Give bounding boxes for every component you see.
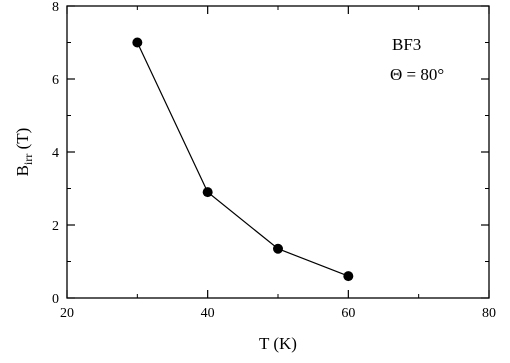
y-axis-title-main: B — [13, 165, 32, 176]
annotation-sample: BF3 — [392, 35, 421, 54]
x-axis-title: T (K) — [259, 334, 297, 353]
axis-ticks — [66, 5, 490, 299]
data-point — [343, 271, 354, 282]
y-tick-label: 6 — [52, 73, 59, 88]
data-point — [202, 187, 213, 198]
y-tick-label: 8 — [52, 0, 59, 15]
y-tick-label: 4 — [52, 146, 59, 161]
x-tick-label: 60 — [341, 306, 355, 321]
y-tick-label: 2 — [52, 219, 59, 234]
y-axis-title-unit: (T) — [13, 128, 32, 154]
y-axis-title: Birr (T) — [13, 128, 35, 177]
data-point — [132, 37, 143, 48]
y-tick-label: 0 — [52, 292, 59, 307]
x-tick-label: 20 — [60, 306, 74, 321]
data-point — [273, 243, 283, 254]
series-line — [136, 42, 349, 277]
tick-labels: 20 40 60 80 0 2 4 6 8 — [52, 0, 496, 321]
y-axis-title-subscript: irr — [21, 154, 35, 165]
plot-frame — [66, 5, 490, 299]
x-tick-label: 40 — [201, 306, 215, 321]
data-series — [132, 37, 354, 282]
x-tick-label: 80 — [482, 306, 496, 321]
annotation-angle: Θ = 80° — [390, 65, 444, 84]
